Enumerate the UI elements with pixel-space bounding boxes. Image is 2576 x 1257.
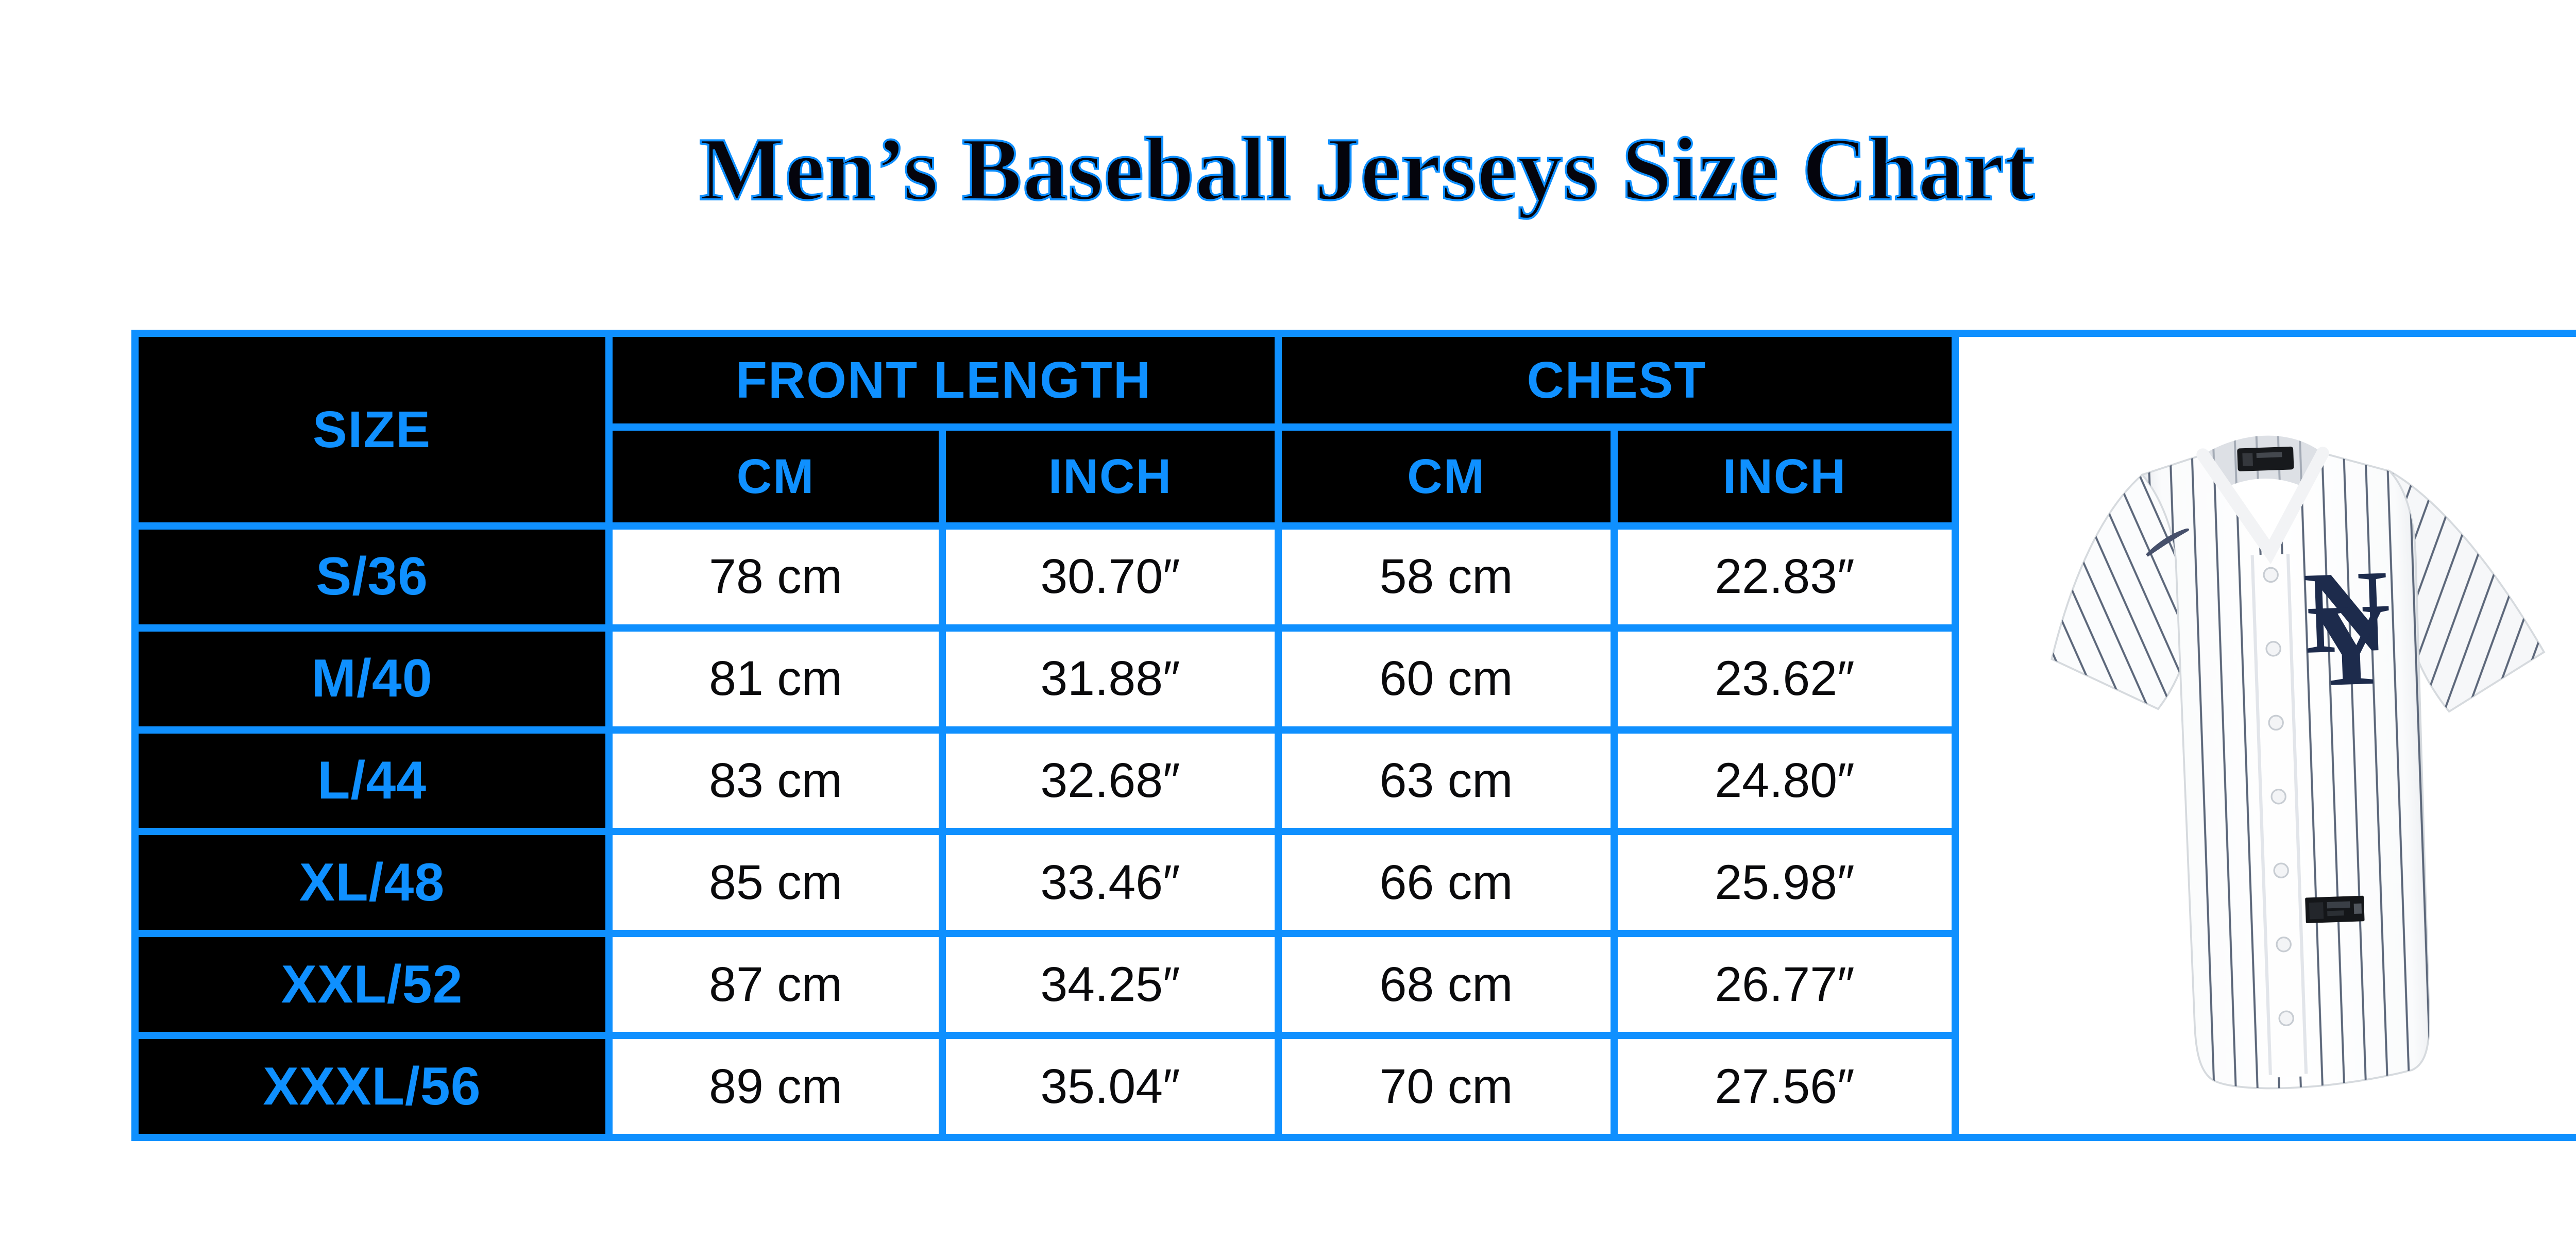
front-inch-cell: 33.46″: [946, 835, 1275, 930]
chest-inch-cell: 23.62″: [1618, 631, 1952, 726]
chest-cm-cell: 63 cm: [1282, 733, 1611, 828]
chest-inch-cell: 27.56″: [1618, 1039, 1952, 1134]
page-title: Men’s Baseball Jerseys Size Chart: [698, 118, 2036, 220]
nike-swoosh-icon: [2146, 528, 2190, 557]
size-column-header: SIZE: [139, 337, 605, 522]
front-cm-cell: 83 cm: [613, 733, 939, 828]
front-cm-cell: 78 cm: [613, 530, 939, 624]
chest-cm-cell: 66 cm: [1282, 835, 1611, 930]
size-cell: S/36: [139, 530, 605, 624]
front-inch-cell: 35.04″: [946, 1039, 1275, 1134]
jersey-left-sleeve: [2050, 473, 2194, 710]
chest-cm-cell: 70 cm: [1282, 1039, 1611, 1134]
chest-cm-subheader: CM: [1282, 431, 1611, 522]
ny-logo-n: N: [2302, 546, 2391, 678]
front-inch-cell: 30.70″: [946, 530, 1275, 624]
chest-inch-subheader: INCH: [1618, 431, 1952, 522]
front-inch-cell: 31.88″: [946, 631, 1275, 726]
size-cell: XXL/52: [139, 937, 605, 1032]
chest-inch-cell: 25.98″: [1618, 835, 1952, 930]
jersey-panel: N Y: [1959, 337, 2576, 1134]
size-cell: L/44: [139, 733, 605, 828]
jersey-collar: [2196, 447, 2330, 565]
chest-cm-cell: 60 cm: [1282, 631, 1611, 726]
front-cm-cell: 85 cm: [613, 835, 939, 930]
jock-tag: [2305, 895, 2365, 923]
jersey-product-image: N Y: [2050, 435, 2546, 1090]
size-cell: XXXL/56: [139, 1039, 605, 1134]
size-cell: XL/48: [139, 835, 605, 930]
chest-cm-cell: 58 cm: [1282, 530, 1611, 624]
front-cm-cell: 81 cm: [613, 631, 939, 726]
chest-header: CHEST: [1282, 337, 1952, 423]
ny-logo: N Y: [2302, 546, 2395, 711]
front-inch-subheader: INCH: [946, 431, 1275, 522]
front-cm-subheader: CM: [613, 431, 939, 522]
jersey-right-sleeve: [2388, 469, 2546, 713]
chest-inch-cell: 26.77″: [1618, 937, 1952, 1032]
chest-cm-cell: 68 cm: [1282, 937, 1611, 1032]
front-cm-cell: 87 cm: [613, 937, 939, 1032]
front-inch-cell: 34.25″: [946, 937, 1275, 1032]
chest-inch-cell: 22.83″: [1618, 530, 1952, 624]
size-chart-table: SIZE FRONT LENGTH CHEST CM INCH CM INCH: [131, 330, 2576, 1141]
jersey-placket: [2251, 553, 2308, 1078]
jersey-back-collar: [2203, 435, 2323, 490]
chest-inch-cell: 24.80″: [1618, 733, 1952, 828]
front-length-header: FRONT LENGTH: [613, 337, 1275, 423]
ny-logo-y: Y: [2306, 579, 2395, 712]
jersey-buttons: [2263, 567, 2295, 1026]
front-cm-cell: 89 cm: [613, 1039, 939, 1134]
size-cell: M/40: [139, 631, 605, 726]
front-inch-cell: 32.68″: [946, 733, 1275, 828]
jersey-body: N Y: [2050, 435, 2546, 1090]
